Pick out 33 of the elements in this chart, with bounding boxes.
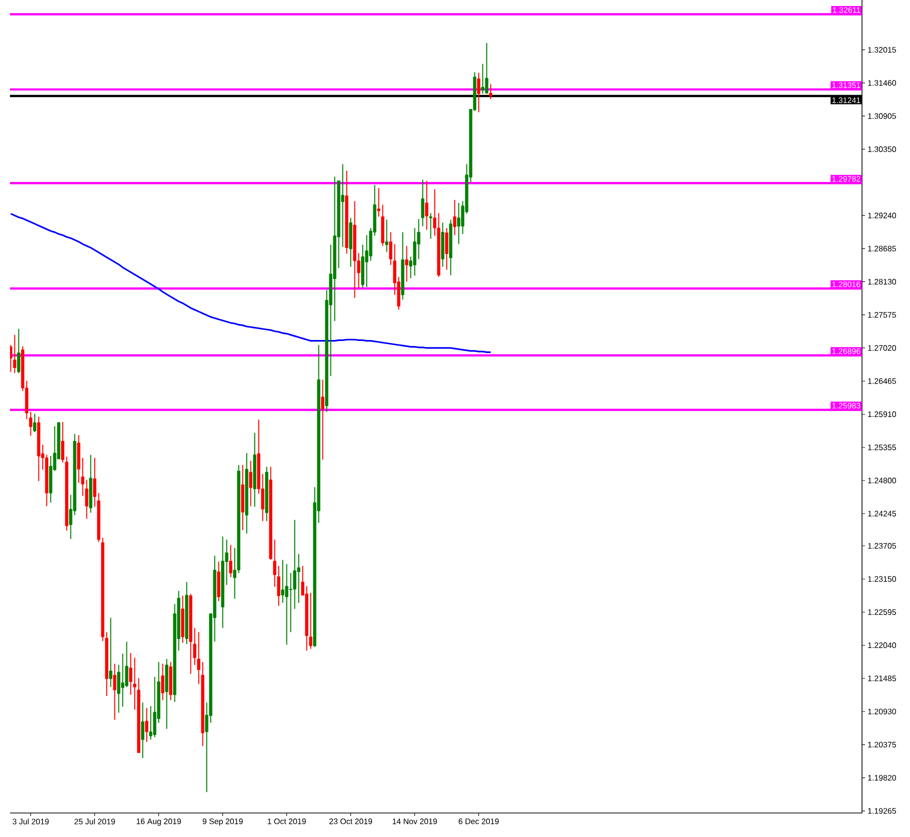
candlestick: [13, 334, 16, 374]
candlestick: [297, 553, 300, 604]
candlestick: [281, 559, 284, 604]
candlestick: [145, 707, 148, 742]
candlestick: [405, 245, 408, 282]
candlestick: [161, 663, 164, 701]
candlestick: [133, 657, 136, 710]
candlestick: [385, 219, 388, 252]
candlestick: [445, 228, 448, 270]
candlestick: [33, 413, 36, 433]
candlestick: [453, 199, 456, 236]
candlestick: [425, 180, 428, 230]
candlestick: [421, 179, 424, 227]
candlestick: [285, 564, 288, 646]
candlestick: [309, 592, 312, 650]
candlestick: [457, 202, 460, 245]
candlestick: [113, 663, 116, 720]
candlestick: [481, 63, 484, 94]
candlestick: [477, 72, 480, 113]
candlestick: [141, 702, 144, 759]
candlestick: [341, 164, 344, 248]
candlestick: [429, 212, 432, 240]
candlestick: [249, 460, 252, 507]
candlestick: [293, 519, 296, 610]
candlestick: [109, 617, 112, 688]
candlestick: [277, 565, 280, 606]
candlestick: [489, 84, 492, 100]
candlestick: [17, 328, 20, 374]
candlestick: [321, 379, 324, 460]
candlestick: [85, 479, 88, 520]
candlestick: [125, 641, 128, 688]
candlestick: [485, 42, 488, 94]
candlestick: [229, 544, 232, 578]
